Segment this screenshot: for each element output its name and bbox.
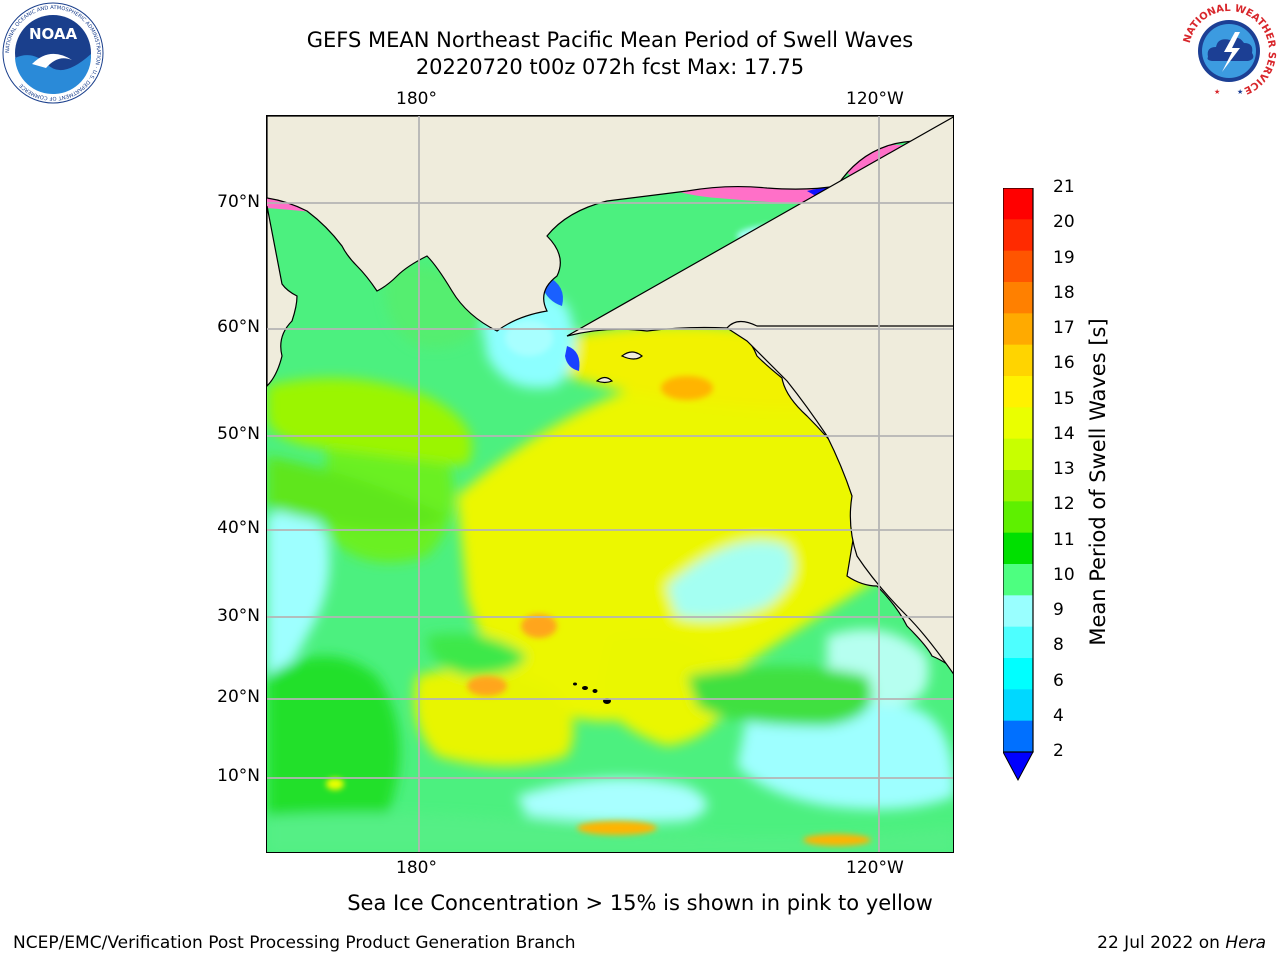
colorbar-band	[1003, 376, 1033, 408]
colorbar-band	[1003, 626, 1033, 659]
colorbar-band	[1003, 438, 1033, 471]
colorbar-band	[1003, 720, 1033, 753]
colorbar-band	[1003, 188, 1033, 220]
map-panel	[266, 115, 954, 853]
colorbar-band	[1003, 658, 1033, 690]
colorbar-tick-label: 17	[1053, 318, 1075, 338]
colorbar-band	[1003, 407, 1033, 440]
noaa-logo-text: NOAA	[29, 25, 78, 43]
lat-label-50n: 50°N	[217, 424, 260, 444]
lon-label-bottom-120w: 120°W	[846, 858, 904, 878]
colorbar-band	[1003, 532, 1033, 565]
colorbar-tick-label: 14	[1053, 423, 1075, 444]
colorbar	[1003, 188, 1034, 782]
footer-date: 22 Jul 2022 on Hera	[1097, 933, 1266, 953]
colorbar-tick-label: 11	[1053, 529, 1075, 550]
colorbar-band	[1003, 501, 1033, 534]
colorbar-tick-label: 2	[1053, 741, 1064, 761]
lat-label-70n: 70°N	[217, 192, 260, 212]
colorbar-tick-label: 15	[1053, 388, 1075, 409]
nws-logo: NATIONAL WEATHER SERVICE ★ ★	[1182, 3, 1277, 98]
colorbar-band	[1003, 344, 1033, 377]
colorbar-tick-label: 9	[1053, 600, 1064, 620]
colorbar-tick-label: 13	[1053, 459, 1075, 479]
lon-label-top-180: 180°	[396, 89, 437, 109]
colorbar-band	[1003, 219, 1033, 252]
noaa-logo: NATIONAL OCEANIC AND ATMOSPHERIC ADMINIS…	[2, 2, 104, 104]
colorbar-band	[1003, 595, 1033, 628]
lon-label-bottom-180: 180°	[396, 858, 437, 878]
colorbar-tick-label: 16	[1053, 353, 1075, 374]
graticule	[267, 116, 953, 852]
colorbar-tick-label: 4	[1053, 705, 1064, 726]
lat-label-40n: 40°N	[217, 518, 260, 538]
colorbar-band	[1003, 282, 1033, 314]
chart-title: GEFS MEAN Northeast Pacific Mean Period …	[306, 28, 914, 52]
colorbar-band	[1003, 313, 1033, 346]
svg-text:★: ★	[1214, 88, 1220, 96]
footer-credit: NCEP/EMC/Verification Post Processing Pr…	[13, 933, 576, 953]
colorbar-band	[1003, 564, 1033, 596]
svg-text:★: ★	[1237, 88, 1243, 96]
footer-host: Hera	[1225, 933, 1266, 953]
chart-subtitle-run: 20220720 t00z 072h fcst Max: 17.75	[415, 55, 805, 79]
colorbar-bands	[1003, 188, 1033, 753]
colorbar-band	[1003, 689, 1033, 722]
colorbar-band	[1003, 250, 1033, 283]
colorbar-label: Mean Period of Swell Waves [s]	[1086, 318, 1110, 646]
colorbar-tick-label: 6	[1053, 670, 1064, 691]
lat-label-60n: 60°N	[217, 317, 260, 337]
colorbar-tick-label: 12	[1053, 494, 1075, 515]
colorbar-tick-label: 19	[1053, 247, 1075, 268]
colorbar-tick-label: 10	[1053, 564, 1075, 585]
swell-period-map	[267, 116, 953, 852]
colorbar-tick-label: 18	[1053, 282, 1075, 303]
colorbar-tick-label: 21	[1053, 177, 1075, 197]
lat-label-20n: 20°N	[217, 687, 260, 707]
sea-ice-note: Sea Ice Concentration > 15% is shown in …	[347, 891, 933, 915]
colorbar-tick-label: 8	[1053, 635, 1064, 656]
colorbar-band	[1003, 470, 1033, 502]
lat-label-30n: 30°N	[217, 606, 260, 626]
colorbar-tick-label: 20	[1053, 212, 1075, 233]
lat-label-10n: 10°N	[217, 766, 260, 786]
lon-label-top-120w: 120°W	[846, 89, 904, 109]
colorbar-extend-triangle	[1003, 751, 1034, 782]
land	[267, 116, 953, 675]
footer-date-text: 22 Jul 2022 on	[1097, 933, 1226, 953]
